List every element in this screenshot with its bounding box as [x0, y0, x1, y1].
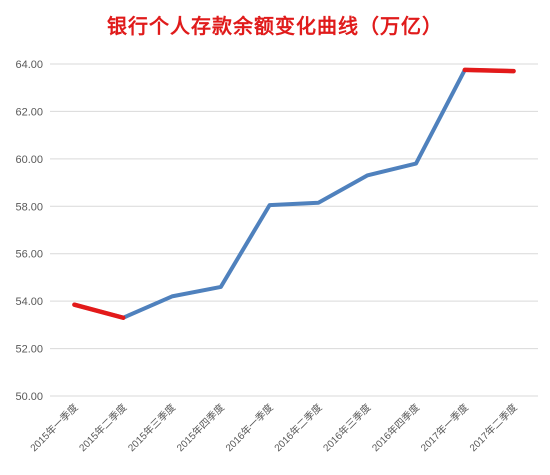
data-point [316, 201, 320, 205]
data-point [121, 316, 125, 320]
y-tick-label: 50.00 [15, 391, 43, 403]
highlight-segment [72, 302, 126, 320]
y-tick-label: 54.00 [15, 296, 43, 308]
data-point [414, 162, 418, 166]
x-tick-label: 2016年一季度 [223, 401, 276, 454]
x-tick-label: 2015年一季度 [27, 401, 80, 454]
data-point [72, 303, 76, 307]
x-tick-label: 2017年二季度 [467, 401, 520, 454]
x-tick-label: 2017年一季度 [418, 401, 471, 454]
y-tick-label: 58.00 [15, 201, 43, 213]
x-tick-label: 2015年四季度 [174, 401, 227, 454]
y-tick-label: 56.00 [15, 249, 43, 261]
y-tick-label: 62.00 [15, 106, 43, 118]
y-tick-label: 64.00 [15, 59, 43, 71]
x-tick-label: 2016年二季度 [271, 401, 324, 454]
y-tick-label: 60.00 [15, 154, 43, 166]
chart-title: 银行个人存款余额变化曲线（万亿） [107, 14, 443, 38]
x-tick-label: 2015年二季度 [76, 401, 129, 454]
highlight-segment [462, 67, 516, 74]
data-point [365, 173, 369, 177]
data-point [268, 203, 272, 207]
data-point [170, 294, 174, 298]
y-tick-label: 52.00 [15, 344, 43, 356]
data-point [219, 285, 223, 289]
x-tick-label: 2015年三季度 [125, 401, 178, 454]
data-point [463, 68, 467, 72]
series-line [72, 67, 516, 320]
x-tick-label: 2016年四季度 [369, 401, 422, 454]
x-tick-label: 2016年三季度 [320, 401, 373, 454]
data-point [512, 69, 516, 73]
